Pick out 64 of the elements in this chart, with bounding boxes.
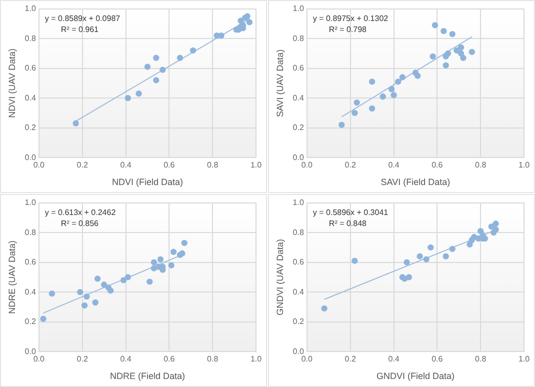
- y-tick-label: 0.2: [24, 123, 36, 132]
- x-tick-label: 0.6: [164, 160, 176, 170]
- x-tick-label: 0.6: [432, 354, 444, 364]
- annotation: R² = 0.798: [328, 25, 368, 34]
- y-tick-label: 0.2: [292, 123, 304, 132]
- y-axis-title: NDVI (UAV Data): [6, 48, 17, 118]
- y-tick-label: 0.2: [24, 317, 36, 326]
- y-axis-title: SAVI (UAV Data): [274, 49, 285, 118]
- y-tick-label: 0.8: [24, 228, 36, 237]
- y-tick-label: 1.0: [292, 198, 304, 208]
- x-tick-label: 0.8: [207, 160, 219, 170]
- x-tick-label: 0.8: [207, 354, 219, 364]
- x-tick-label: 1.0: [518, 354, 530, 364]
- y-tick-label: 0.8: [292, 34, 304, 43]
- annotation: R² = 0.961: [60, 25, 100, 34]
- x-tick-label: 0.4: [388, 160, 400, 170]
- x-tick-label: 1.0: [250, 160, 262, 170]
- y-tick-label: 0.8: [292, 228, 304, 237]
- y-tick-label: 0.0: [24, 346, 36, 356]
- x-tick-label: 0.0: [33, 160, 46, 170]
- x-tick-label: 0.2: [344, 160, 356, 170]
- y-tick-label: 0.6: [292, 64, 304, 73]
- x-tick-label: 0.4: [388, 354, 400, 364]
- x-tick-label: 0.2: [344, 354, 356, 364]
- annotation: R² = 0.848: [328, 219, 368, 228]
- annotation: y = 0.8975x + 0.1302: [312, 14, 389, 24]
- y-axis-title: NDRE (UAV Data): [6, 240, 17, 314]
- x-tick-label: 0.0: [33, 354, 46, 364]
- x-tick-label: 0.6: [164, 354, 176, 364]
- x-tick-label: 0.2: [76, 160, 88, 170]
- annotation: y = 0.5896x + 0.3041: [312, 208, 389, 218]
- x-tick-label: 0.0: [301, 354, 314, 364]
- y-tick-label: 0.0: [292, 152, 304, 162]
- y-tick-label: 0.8: [24, 34, 36, 43]
- x-tick-label: 0.0: [301, 160, 314, 170]
- annotation: y = 0.8589x + 0.0987: [44, 14, 121, 24]
- x-tick-label: 0.4: [120, 354, 132, 364]
- x-axis-title: NDRE (Field Data): [110, 371, 185, 382]
- y-tick-label: 0.4: [292, 93, 304, 102]
- x-tick-label: 1.0: [250, 354, 262, 364]
- annotation: R² = 0.856: [60, 219, 100, 228]
- y-tick-label: 1.0: [24, 4, 36, 14]
- x-tick-label: 1.0: [518, 160, 530, 170]
- y-tick-label: 0.6: [24, 64, 36, 73]
- y-tick-label: 0.0: [292, 346, 304, 356]
- y-tick-label: 0.4: [24, 287, 36, 296]
- x-axis-title: GNDVI (Field Data): [376, 371, 454, 382]
- x-tick-label: 0.6: [432, 160, 444, 170]
- x-axis-title: NDVI (Field Data): [112, 177, 183, 188]
- y-tick-label: 0.4: [24, 93, 36, 102]
- y-axis-title: GNDVI (UAV Data): [274, 239, 285, 316]
- y-tick-label: 1.0: [24, 198, 36, 208]
- x-tick-label: 0.8: [475, 160, 487, 170]
- y-tick-label: 0.2: [292, 317, 304, 326]
- y-tick-label: 0.0: [24, 152, 36, 162]
- x-tick-label: 0.8: [475, 354, 487, 364]
- y-tick-label: 0.6: [292, 258, 304, 267]
- x-tick-label: 0.4: [120, 160, 132, 170]
- y-tick-label: 1.0: [292, 4, 304, 14]
- x-axis-title: SAVI (Field Data): [380, 177, 450, 188]
- annotation: y = 0.613x + 0.2462: [44, 208, 116, 218]
- y-tick-label: 0.6: [24, 258, 36, 267]
- x-tick-label: 0.2: [76, 354, 88, 364]
- y-tick-label: 0.4: [292, 287, 304, 296]
